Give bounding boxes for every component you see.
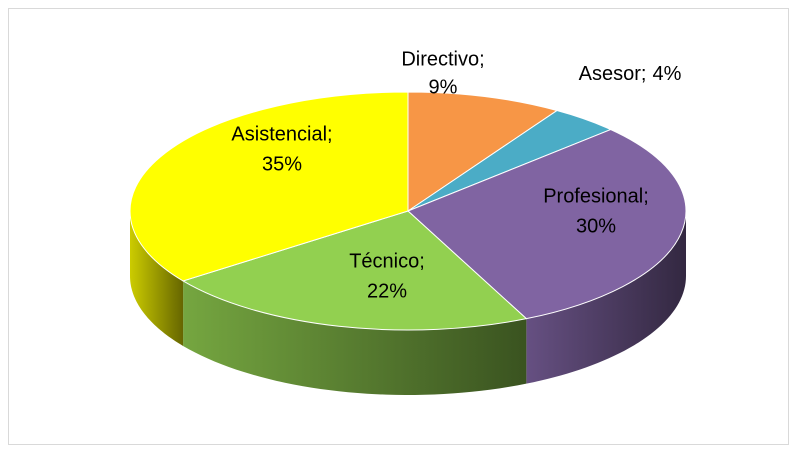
data-labels: Directivo; 9% Asesor; 4% Profesional; 30% Técn… [231, 48, 681, 302]
value-label: 4% [652, 63, 681, 85]
slice [407, 91, 559, 212]
value-label: 9% [429, 76, 458, 98]
category-label: Asesor; [579, 63, 647, 85]
slice-side [183, 280, 527, 395]
category-label: Asistencial; [231, 123, 332, 145]
slice [129, 91, 409, 282]
data-label: Asesor; 4% [579, 63, 682, 85]
category-label: Profesional; [543, 185, 649, 207]
value-label: 22% [367, 280, 407, 302]
slice [181, 210, 528, 331]
value-label: 30% [576, 215, 616, 237]
category-label: Técnico; [349, 250, 425, 272]
slice-side [526, 211, 686, 384]
slice [407, 128, 687, 320]
pie-sides [130, 211, 686, 395]
slice-side [130, 211, 184, 346]
category-label: Directivo; [401, 48, 484, 70]
value-label: 35% [262, 153, 302, 175]
pie-tops [129, 91, 687, 331]
